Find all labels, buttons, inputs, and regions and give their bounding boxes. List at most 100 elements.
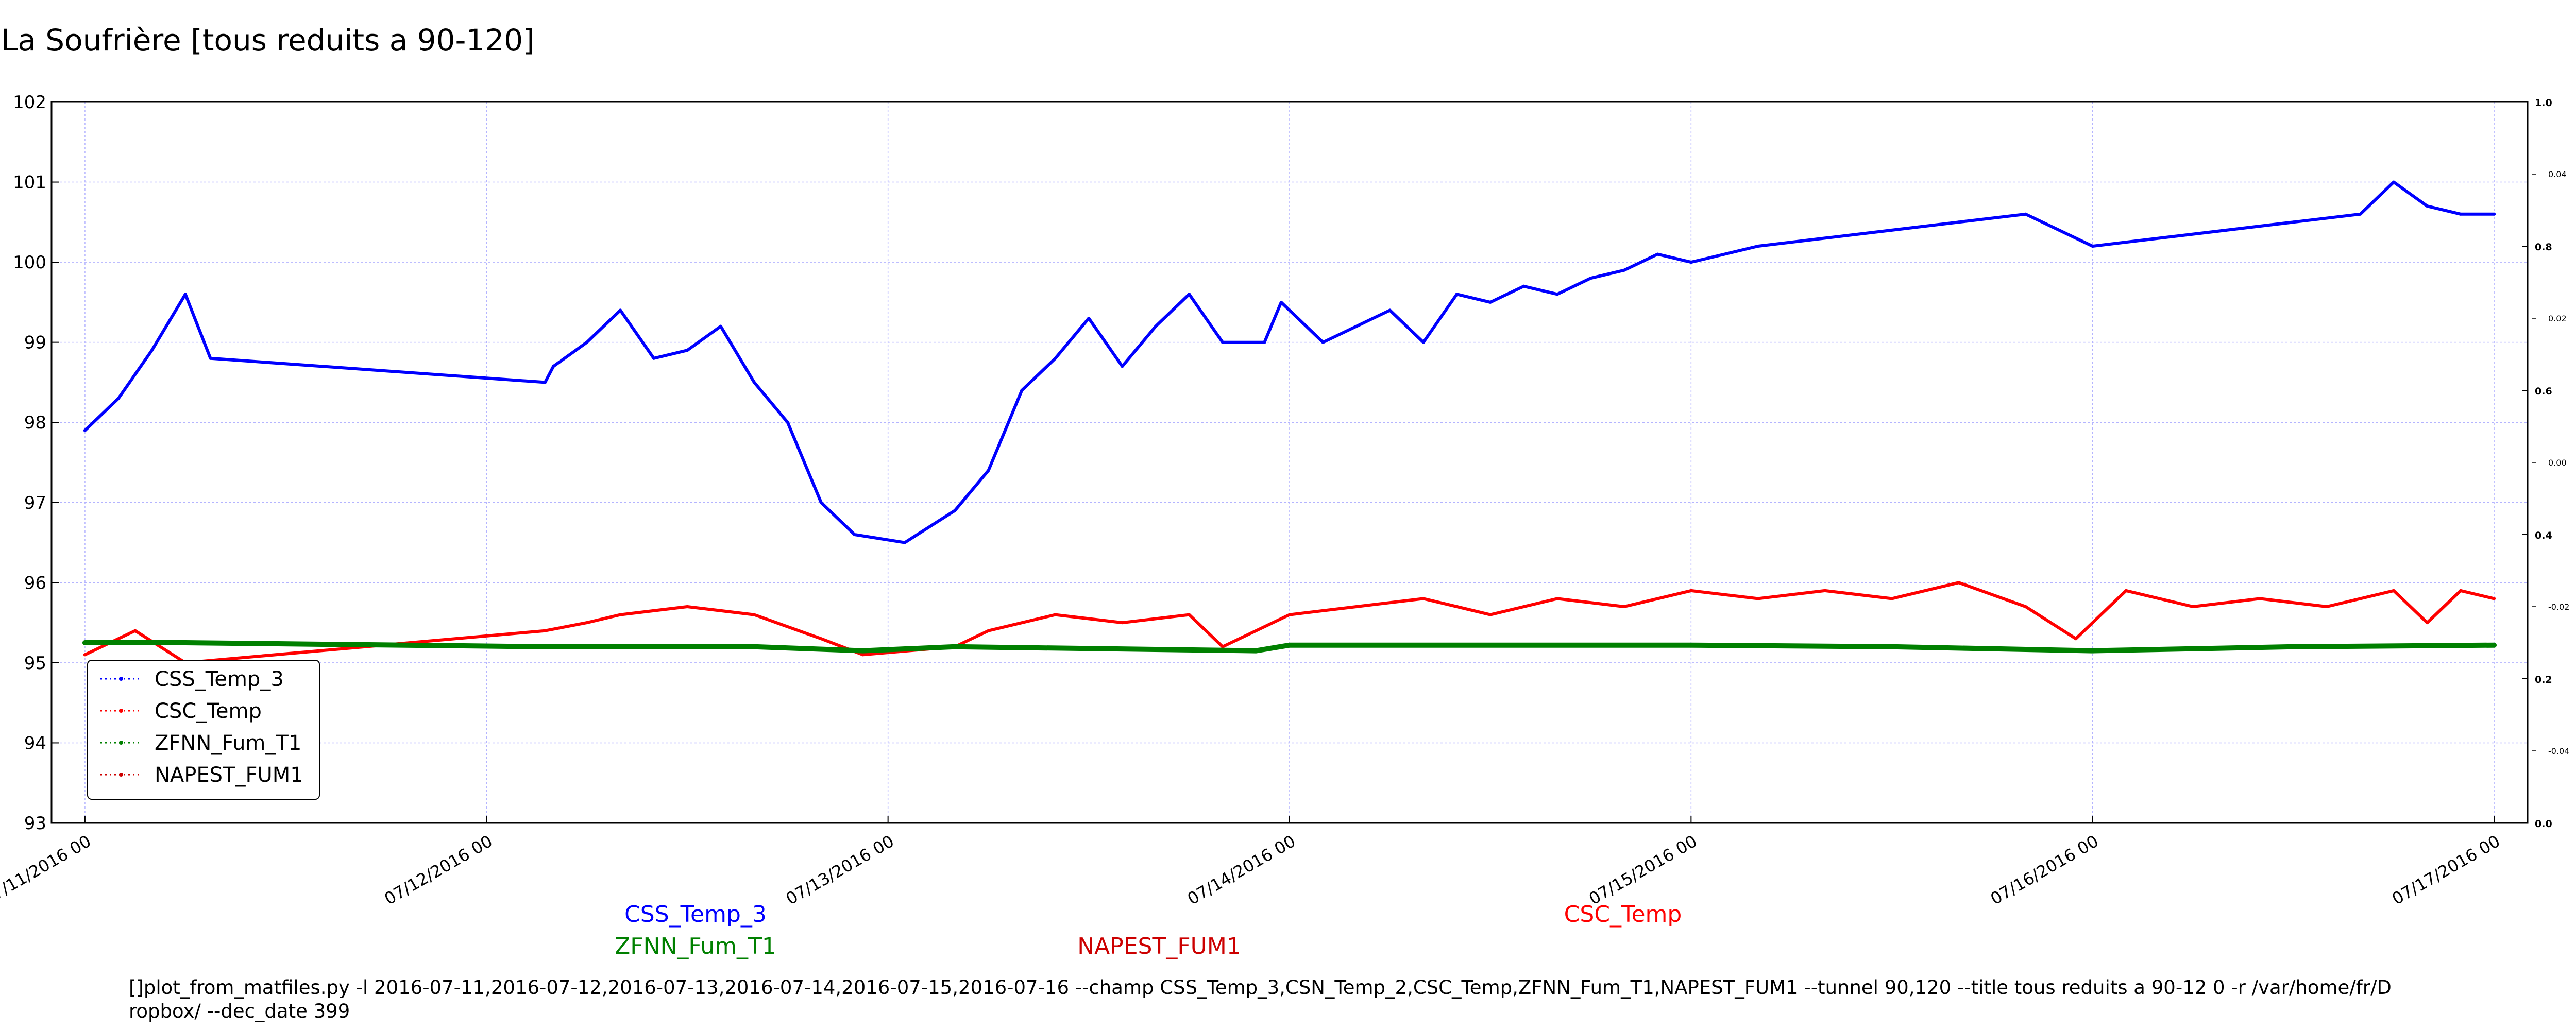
data-point-CSS_Temp_3 — [2091, 245, 2094, 248]
data-point-CSC_Temp — [1756, 597, 1760, 600]
data-point-CSS_Temp_3 — [1188, 293, 1191, 296]
data-point-CSS_Temp_3 — [853, 533, 856, 536]
data-point-CSS_Temp_3 — [819, 501, 823, 504]
y-tick-label: 98 — [24, 413, 46, 433]
legend-label: ZFNN_Fum_T1 — [155, 731, 301, 755]
y-tick-label: 100 — [13, 252, 46, 273]
data-point-ZFNN_Fum_T1 — [2091, 649, 2094, 653]
data-point-CSS_Temp_3 — [552, 365, 555, 368]
data-point-CSS_Temp_3 — [1054, 356, 1057, 360]
data-point-CSS_Temp_3 — [585, 340, 589, 344]
data-point-CSS_Temp_3 — [2292, 220, 2295, 224]
data-point-CSC_Temp — [1221, 645, 1225, 648]
right-outer-tick-label: 0.0 — [2535, 818, 2552, 830]
data-point-CSC_Temp — [1622, 605, 1626, 608]
y-tick-label: 94 — [24, 733, 46, 753]
right-inner-tick-label: -0.02 — [2548, 602, 2569, 612]
data-point-CSC_Temp — [133, 629, 137, 632]
x-axis: 07/11/2016 00 07/12/2016 00 07/13/2016 00 0… — [0, 816, 2503, 909]
data-point-CSS_Temp_3 — [2158, 236, 2161, 240]
legend: CSS_Temp_3 CSC_Temp ZFNN_Fum_T1 NAPEST_FUM1 — [87, 660, 320, 800]
data-point-CSC_Temp — [1957, 581, 1960, 585]
data-point-CSC_Temp — [1288, 613, 1291, 616]
right-outer-tick-label: 0.2 — [2535, 674, 2552, 685]
x-tick-label: 07/14/2016 00 — [1184, 831, 1299, 909]
right-inner-tick-label: 0.04 — [2548, 169, 2567, 179]
data-point-CSS_Temp_3 — [1087, 317, 1091, 320]
y-tick-label: 101 — [13, 173, 46, 193]
data-point-CSC_Temp — [2124, 589, 2128, 592]
data-point-CSS_Temp_3 — [2024, 212, 2027, 216]
y-tick-label: 97 — [24, 493, 46, 513]
data-point-CSS_Temp_3 — [1890, 228, 1893, 232]
data-point-CSC_Temp — [619, 613, 622, 616]
data-point-CSS_Temp_3 — [652, 356, 655, 360]
y-tick-label: 93 — [24, 813, 46, 834]
data-point-ZFNN_Fum_T1 — [752, 645, 756, 648]
right-inner-tick-label: 0.00 — [2548, 458, 2567, 468]
legend-label: NAPEST_FUM1 — [155, 763, 303, 787]
y-tick-label: 99 — [24, 333, 46, 353]
data-point-CSC_Temp — [1188, 613, 1191, 616]
data-point-CSS_Temp_3 — [116, 397, 120, 400]
data-point-ZFNN_Fum_T1 — [953, 645, 957, 648]
data-point-CSS_Temp_3 — [209, 356, 212, 360]
data-point-CSS_Temp_3 — [83, 428, 87, 432]
x-tick-label: 07/15/2016 00 — [1586, 831, 1701, 909]
data-point-CSS_Temp_3 — [1121, 365, 1124, 368]
data-point-CSS_Temp_3 — [2459, 212, 2463, 216]
data-point-CSC_Temp — [2325, 605, 2329, 608]
data-point-CSS_Temp_3 — [1154, 324, 1158, 328]
data-point-CSS_Temp_3 — [1321, 340, 1325, 344]
data-point-CSS_Temp_3 — [2493, 212, 2496, 216]
data-point-CSS_Temp_3 — [1823, 236, 1827, 240]
y-axis-left: 93 94 95 96 97 98 99 100 101 102 — [13, 92, 59, 834]
y-axis-right-outer: 0.0 0.2 0.4 0.6 0.8 1.0 — [2522, 97, 2552, 830]
right-inner-tick-label: -0.04 — [2548, 746, 2569, 756]
data-point-ZFNN_Fum_T1 — [183, 641, 187, 644]
x-tick-label: 07/17/2016 00 — [2388, 831, 2503, 909]
data-point-CSC_Temp — [1121, 621, 1124, 625]
series-line-CSS_Temp_3 — [83, 180, 2496, 544]
data-point-CSS_Temp_3 — [2359, 212, 2362, 216]
data-point-CSS_Temp_3 — [544, 381, 547, 384]
data-point-CSS_Temp_3 — [1589, 277, 1592, 280]
data-point-CSC_Temp — [2493, 597, 2496, 600]
data-point-CSS_Temp_3 — [1221, 340, 1225, 344]
right-inner-tick-label: 0.02 — [2548, 314, 2567, 323]
data-point-CSC_Temp — [2426, 621, 2429, 625]
data-point-CSS_Temp_3 — [1957, 220, 1960, 224]
data-point-CSC_Temp — [1689, 589, 1693, 592]
data-point-CSS_Temp_3 — [1263, 340, 1266, 344]
data-point-CSC_Temp — [544, 629, 547, 632]
data-point-CSS_Temp_3 — [1689, 261, 1693, 264]
legend-marker — [119, 709, 123, 713]
x-tick-label: 07/12/2016 00 — [381, 831, 496, 909]
data-point-CSS_Temp_3 — [1522, 284, 1526, 288]
data-point-CSS_Temp_3 — [183, 293, 187, 296]
data-point-CSS_Temp_3 — [1020, 389, 1024, 392]
data-point-CSS_Temp_3 — [1279, 300, 1283, 304]
legend-box — [87, 660, 320, 800]
data-point-ZFNN_Fum_T1 — [1255, 649, 1258, 653]
data-point-CSS_Temp_3 — [1455, 293, 1459, 296]
x-tick-label: 07/11/2016 00 — [0, 831, 94, 909]
data-point-CSC_Temp — [1555, 597, 1559, 600]
data-point-CSS_Temp_3 — [1656, 252, 1659, 256]
legend-label: CSC_Temp — [155, 699, 262, 723]
data-point-CSS_Temp_3 — [686, 349, 689, 352]
data-point-ZFNN_Fum_T1 — [861, 649, 865, 653]
series-layer — [82, 180, 2497, 664]
data-point-CSS_Temp_3 — [1622, 268, 1626, 272]
y-tick-label: 95 — [24, 653, 46, 674]
data-point-CSC_Temp — [2074, 637, 2078, 641]
data-point-CSC_Temp — [1488, 613, 1492, 616]
command-line: []plot_from_matfiles.py -l 2016-07-11,20… — [129, 976, 2392, 1022]
right-outer-tick-label: 0.8 — [2535, 242, 2552, 253]
right-outer-tick-label: 0.4 — [2535, 530, 2552, 541]
data-point-CSC_Temp — [1354, 605, 1358, 608]
right-outer-tick-label: 0.6 — [2535, 386, 2552, 397]
data-point-CSS_Temp_3 — [752, 381, 756, 384]
data-point-ZFNN_Fum_T1 — [2493, 643, 2496, 647]
series-labels-below: CSS_Temp_3 ZFNN_Fum_T1 NAPEST_FUM1 CSC_Temp — [615, 901, 1682, 959]
